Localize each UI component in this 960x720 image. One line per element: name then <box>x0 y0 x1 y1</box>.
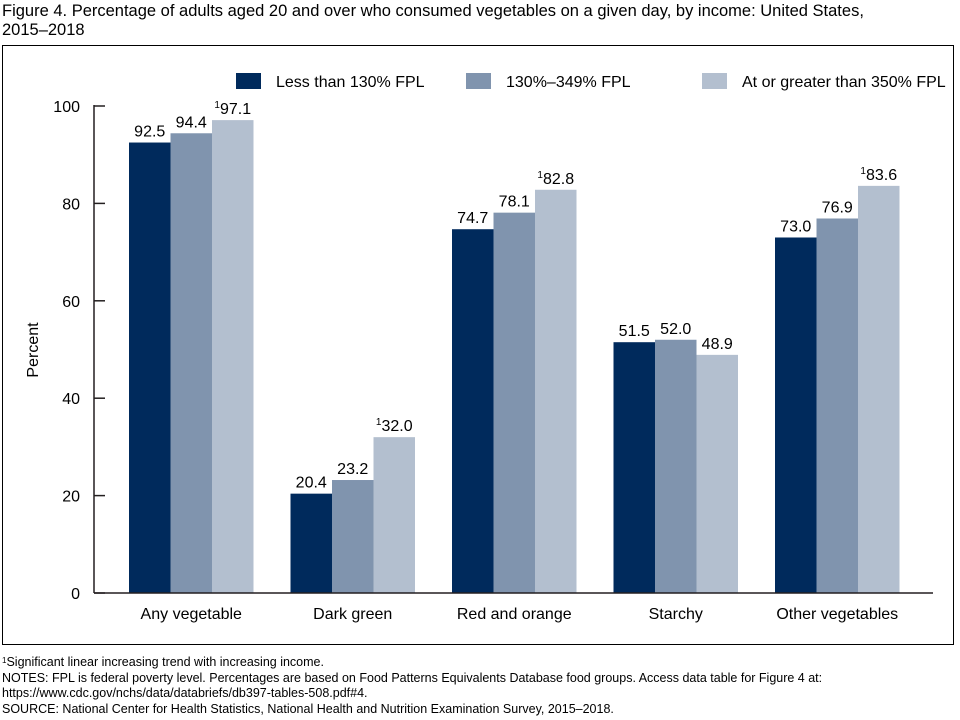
data-label-value: 82.8 <box>543 171 574 188</box>
footnote-marker: 1 <box>860 166 866 177</box>
x-tick-label: Dark green <box>313 606 392 623</box>
source-line: SOURCE: National Center for Health Stati… <box>2 701 614 716</box>
y-tick-label: 60 <box>62 294 80 311</box>
data-label: 52.0 <box>660 321 691 338</box>
notes-line-2[interactable]: https://www.cdc.gov/nchs/data/databriefs… <box>2 686 368 700</box>
figure-title-line-2: 2015–2018 <box>2 21 85 39</box>
bar <box>816 218 858 593</box>
data-label: 183.6 <box>860 166 897 184</box>
figure-title: Figure 4. Percentage of adults aged 20 a… <box>2 2 952 40</box>
x-tick-label: Other vegetables <box>776 606 898 623</box>
bar <box>129 142 171 593</box>
bar <box>373 437 415 593</box>
y-axis: 0 20 40 60 80 100 Percent <box>25 99 105 603</box>
y-tick-label: 20 <box>62 489 80 506</box>
data-label: 94.4 <box>176 114 207 131</box>
data-label: 51.5 <box>619 323 650 340</box>
bar <box>535 189 577 593</box>
data-label: 73.0 <box>780 218 811 235</box>
y-axis-label: Percent <box>25 322 42 378</box>
legend-label: 130%–349% FPL <box>506 74 631 91</box>
x-tick-label: Starchy <box>649 606 703 623</box>
bar <box>290 493 332 593</box>
data-label-value: 32.0 <box>381 418 412 435</box>
chart-frame <box>2 45 954 645</box>
footnote: 1Significant linear increasing trend wit… <box>2 655 822 671</box>
y-tick-label: 0 <box>71 586 80 603</box>
data-label: 23.2 <box>337 461 368 478</box>
bar <box>212 120 254 594</box>
data-label: 92.5 <box>134 124 165 141</box>
data-label: 78.1 <box>499 194 530 211</box>
bar <box>170 133 212 593</box>
bar <box>493 212 535 593</box>
legend-swatch <box>466 73 491 89</box>
legend-swatch <box>236 73 261 89</box>
bar <box>613 342 655 593</box>
y-tick-label: 100 <box>53 99 80 116</box>
footnote-marker: 1 <box>376 417 382 428</box>
footnote-marker: 1 <box>214 100 220 111</box>
bar <box>655 339 697 593</box>
x-tick-label: Any vegetable <box>141 606 243 623</box>
data-label: 74.7 <box>457 210 488 227</box>
y-tick-label: 80 <box>62 196 80 213</box>
bar <box>452 229 494 593</box>
bar <box>696 354 738 593</box>
y-tick-label: 40 <box>62 391 80 408</box>
x-axis: Any vegetable Dark green Red and orange Sta… <box>94 592 933 623</box>
footnote-marker: 1 <box>2 656 7 665</box>
bar <box>332 480 374 593</box>
footnote-marker: 1 <box>537 170 543 181</box>
notes-line-1: NOTES: FPL is federal poverty level. Per… <box>2 670 823 685</box>
legend-label: At or greater than 350% FPL <box>742 74 946 91</box>
data-label-value: 97.1 <box>220 101 251 118</box>
x-tick-label: Red and orange <box>457 606 572 623</box>
data-label: 132.0 <box>376 417 413 435</box>
legend-label: Less than 130% FPL <box>276 74 425 91</box>
figure-title-line-1: Figure 4. Percentage of adults aged 20 a… <box>2 2 864 20</box>
data-label: 20.4 <box>296 475 327 492</box>
data-label-value: 83.6 <box>866 167 897 184</box>
data-label: 48.9 <box>702 336 733 353</box>
legend-swatch <box>702 73 727 89</box>
legend: Less than 130% FPL 130%–349% FPL At or gre… <box>236 73 946 91</box>
bar <box>775 237 817 594</box>
footnote-text: Significant linear increasing trend with… <box>6 655 324 669</box>
data-label: 182.8 <box>537 170 574 188</box>
bar <box>858 185 900 594</box>
figure-notes: 1Significant linear increasing trend wit… <box>2 655 822 717</box>
data-label: 76.9 <box>822 199 853 216</box>
data-label: 197.1 <box>214 100 251 118</box>
bars: 92.594.4197.120.423.2132.074.778.1182.85… <box>129 100 900 594</box>
